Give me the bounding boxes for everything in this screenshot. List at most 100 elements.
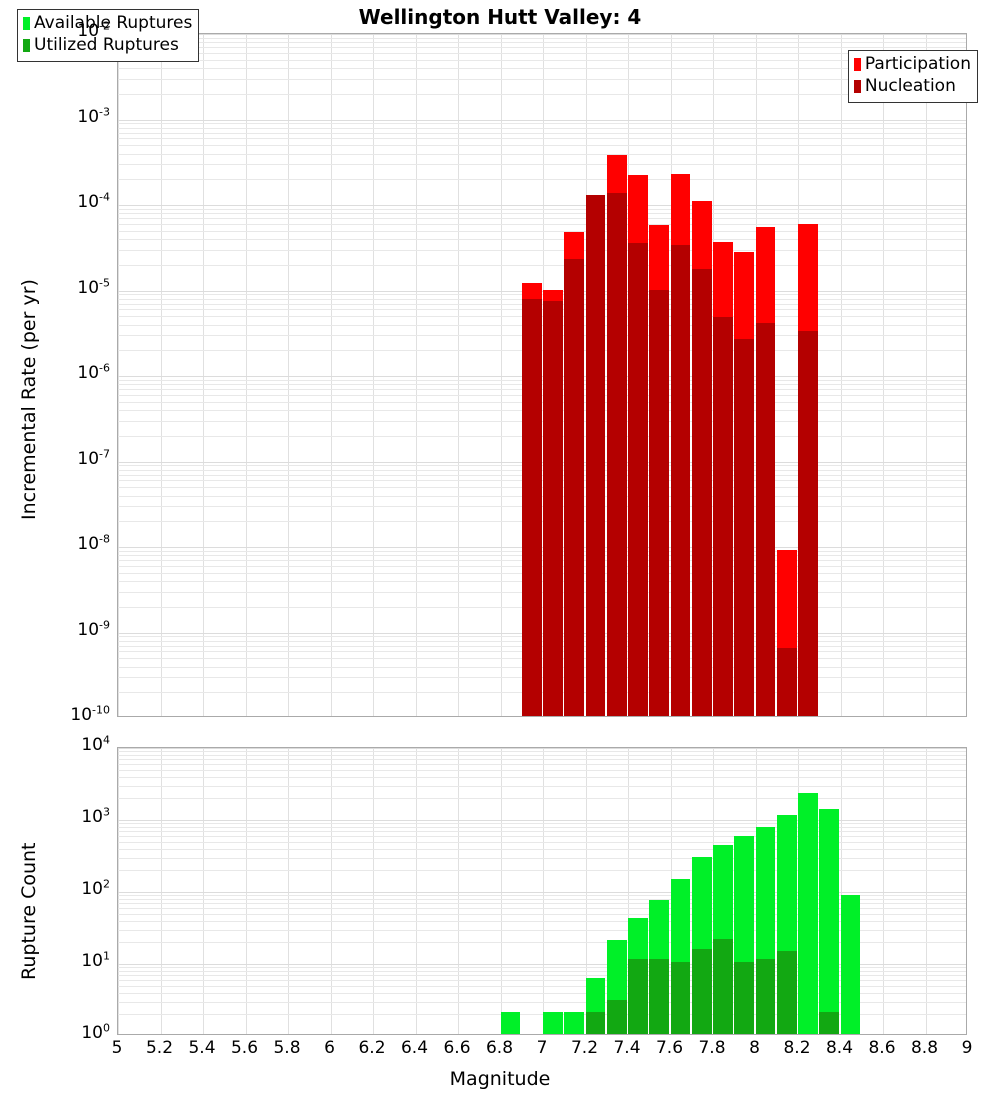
gridline-minor	[118, 436, 966, 437]
gridline-minor	[118, 823, 966, 824]
gridline-minor	[118, 908, 966, 909]
gridline-minor	[118, 496, 966, 497]
bar	[819, 34, 839, 716]
gridline-minor	[118, 42, 966, 43]
gridline-minor	[118, 47, 966, 48]
bar	[543, 34, 563, 716]
bar-segment-utilized-ruptures	[713, 938, 733, 1034]
x-axis-tick-label: 8	[749, 1038, 760, 1058]
gridline-minor	[118, 836, 966, 837]
gridline-vertical	[543, 748, 544, 1034]
gridline-vertical	[160, 748, 162, 1034]
gridline-minor	[118, 421, 966, 422]
gridline-minor	[118, 299, 966, 300]
y-axis-tick-label: 10-5	[77, 275, 110, 298]
legend-label-utilized: Utilized Ruptures	[34, 34, 179, 55]
gridline-minor	[118, 980, 966, 981]
legend-label-nucleation: Nucleation	[864, 75, 956, 96]
bar	[713, 748, 733, 1034]
bar	[840, 748, 861, 1034]
gridline-minor	[118, 154, 966, 155]
gridline-minor	[118, 521, 966, 522]
gridline-vertical	[458, 748, 459, 1034]
gridline-minor	[118, 573, 966, 574]
legend-label-available: Available Ruptures	[34, 13, 193, 33]
gridline-minor	[118, 224, 966, 225]
gridline-minor	[118, 592, 966, 593]
bar-segment-utilized-ruptures	[628, 959, 648, 1034]
x-axis-tick-label: 5.2	[145, 1038, 174, 1058]
x-axis-tick-label: 8.8	[910, 1038, 939, 1058]
bar	[649, 748, 669, 1034]
bar-segment-nucleation	[543, 301, 563, 716]
bar-segment-nucleation	[521, 298, 542, 716]
gridline-minor	[118, 350, 966, 351]
gridline-vertical	[883, 748, 884, 1034]
gridline-major	[118, 120, 966, 121]
gridline-major	[118, 820, 966, 821]
gridline-minor	[118, 389, 966, 390]
gridline-minor	[118, 993, 966, 994]
gridline-minor	[118, 658, 966, 659]
gridline-vertical	[330, 748, 332, 1034]
x-axis-tick-label: 7.8	[698, 1038, 726, 1058]
y-axis-tick-label: 101	[81, 949, 110, 971]
bar	[776, 34, 797, 716]
bar-segment-available-ruptures	[564, 1012, 584, 1034]
bar-segment-nucleation	[628, 243, 648, 716]
bar-segment-utilized-ruptures	[649, 959, 669, 1034]
gridline-minor	[118, 607, 966, 608]
y-axis-tick-label: 10-6	[77, 361, 110, 383]
x-axis-tick-label: 7.6	[655, 1038, 684, 1058]
bar-segment-utilized-ruptures	[755, 959, 776, 1034]
gridline-minor	[118, 470, 966, 471]
gridline-minor	[118, 94, 966, 95]
gridline-minor	[118, 209, 966, 210]
y-axis-tick-label: 10-10	[70, 703, 110, 725]
y-axis-tick-label: 10-8	[77, 532, 110, 554]
gridline-minor	[118, 551, 966, 552]
gridline-vertical	[203, 748, 204, 1034]
gridline-minor	[118, 128, 966, 129]
gridline-minor	[118, 842, 966, 843]
bar	[819, 748, 839, 1034]
bar	[734, 34, 754, 716]
legend-item-nucleation: Nucleation	[853, 75, 971, 98]
gridline-vertical	[415, 34, 417, 716]
gridline-vertical	[500, 34, 502, 716]
legend-swatch-participation	[853, 58, 861, 72]
gridline-major	[118, 462, 966, 463]
y-axis-label-top: Incremental Rate (per yr)	[18, 279, 40, 520]
bar	[776, 748, 797, 1034]
gridline-minor	[118, 967, 966, 968]
gridline-minor	[118, 53, 966, 54]
x-axis-tick-label: 7	[536, 1038, 548, 1058]
bar	[585, 34, 606, 716]
bar-segment-nucleation	[755, 323, 776, 716]
bar	[670, 748, 691, 1034]
y-axis-tick-label: 10-9	[77, 617, 110, 640]
y-axis-tick-label: 100	[81, 1021, 110, 1043]
gridline-major	[118, 205, 966, 206]
gridline-minor	[118, 179, 966, 180]
x-axis-tick-label: 5.8	[273, 1038, 301, 1058]
bar	[798, 34, 818, 716]
bar	[691, 34, 712, 716]
gridline-vertical	[458, 34, 459, 716]
legend-item-available-ruptures: Available Ruptures	[23, 13, 192, 35]
gridline-minor	[118, 304, 966, 305]
gridline-vertical	[203, 34, 204, 716]
x-axis-label: Magnitude	[449, 1068, 551, 1090]
gridline-minor	[118, 133, 966, 134]
gridline-minor	[118, 759, 966, 760]
legend-rupture-count: Available Ruptures Utilized Ruptures	[17, 9, 200, 62]
gridline-vertical	[288, 34, 289, 716]
gridline-minor	[118, 79, 966, 80]
bar-segment-nucleation	[776, 647, 797, 716]
bar	[521, 34, 542, 716]
gridline-minor	[118, 921, 966, 922]
bar-segment-utilized-ruptures	[734, 962, 754, 1034]
gridline-minor	[118, 770, 966, 771]
gridline-minor	[118, 402, 966, 403]
gridline-minor	[118, 555, 966, 556]
